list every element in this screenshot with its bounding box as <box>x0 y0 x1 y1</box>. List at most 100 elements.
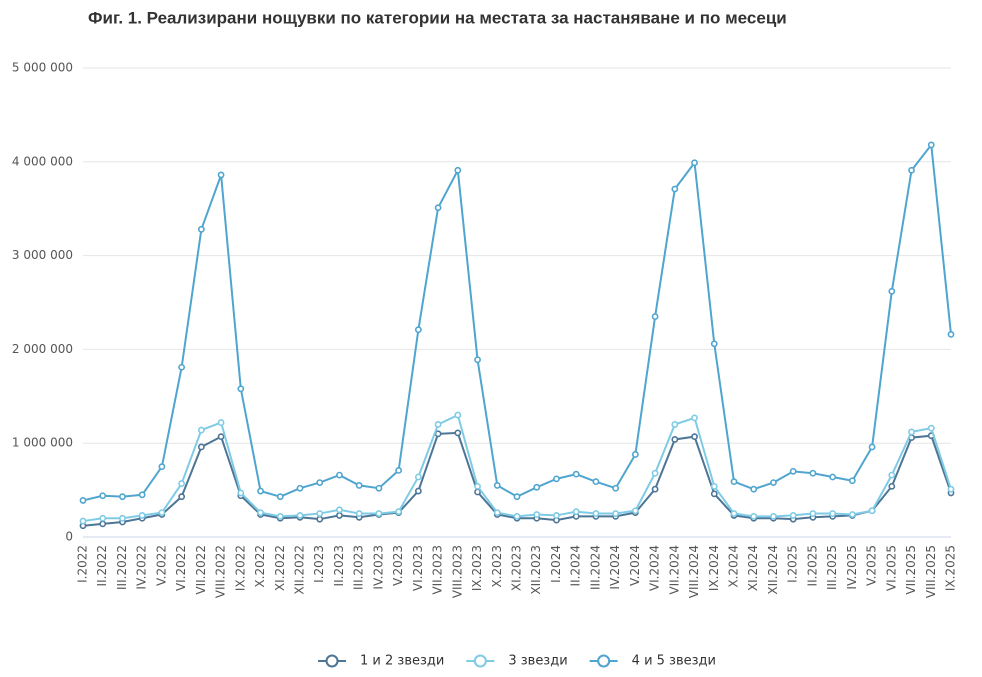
y-tick-label: 1 000 000 <box>12 436 73 450</box>
data-point <box>691 159 698 167</box>
data-point <box>474 482 481 490</box>
data-point <box>474 356 481 364</box>
data-point <box>553 512 560 519</box>
legend-marker <box>473 654 487 668</box>
data-point <box>355 482 363 489</box>
legend-label: 4 и 5 звезди <box>632 654 716 669</box>
x-tick-label: IX.2022 <box>233 545 247 591</box>
data-point <box>572 470 580 478</box>
legend-marker <box>597 654 611 668</box>
data-point <box>138 512 146 519</box>
data-point <box>257 487 264 495</box>
data-point <box>395 508 403 516</box>
x-tick-label: I.2022 <box>76 545 90 583</box>
legend-label: 1 и 2 звезди <box>360 654 444 669</box>
x-tick-label: VI.2025 <box>884 545 898 591</box>
x-tick-label: VI.2022 <box>174 545 188 591</box>
x-tick-label: XII.2022 <box>293 545 307 595</box>
data-point <box>947 330 955 338</box>
data-point <box>770 479 777 486</box>
x-tick-label: IV.2023 <box>371 545 385 590</box>
data-point <box>178 363 186 371</box>
series-line <box>82 142 952 502</box>
data-point <box>572 508 580 516</box>
data-point <box>671 185 679 193</box>
data-point <box>217 171 225 179</box>
x-tick-label: IV.2022 <box>135 545 149 590</box>
x-tick-label: X.2024 <box>727 545 741 588</box>
data-point <box>217 419 225 426</box>
data-point <box>454 411 462 419</box>
data-point <box>533 483 541 491</box>
data-point <box>296 512 304 519</box>
data-point <box>99 514 107 522</box>
data-point <box>336 512 343 519</box>
x-tick-label: VII.2022 <box>194 545 208 595</box>
data-point <box>79 497 87 504</box>
data-point <box>691 433 698 441</box>
x-tick-label: IX.2023 <box>470 545 484 591</box>
x-tick-label: VI.2024 <box>648 545 662 591</box>
data-point <box>533 511 541 518</box>
data-point <box>434 204 442 212</box>
data-point <box>592 478 600 486</box>
data-point <box>631 451 639 458</box>
data-point <box>888 471 896 479</box>
data-point <box>770 512 777 520</box>
data-point <box>336 471 343 479</box>
data-point <box>947 485 955 493</box>
x-tick-label: II.2022 <box>95 545 109 586</box>
data-point <box>671 436 679 443</box>
series-line <box>82 413 952 523</box>
data-point <box>257 509 264 517</box>
data-point <box>631 507 639 515</box>
data-point <box>750 485 758 493</box>
x-tick-label: VIII.2023 <box>450 545 464 598</box>
data-point <box>829 510 837 517</box>
x-tick-label: XII.2024 <box>766 545 780 595</box>
data-point <box>671 421 679 428</box>
data-point <box>493 482 501 489</box>
data-point <box>237 489 245 497</box>
x-tick-label: V.2025 <box>865 545 879 586</box>
data-point <box>809 469 817 477</box>
x-tick-label: IV.2024 <box>608 545 622 590</box>
data-point <box>888 287 896 295</box>
x-tick-label: VI.2023 <box>411 545 425 591</box>
data-point <box>316 515 324 523</box>
data-point <box>99 520 107 528</box>
data-point <box>691 414 698 422</box>
data-point <box>730 478 738 486</box>
data-point <box>888 482 896 490</box>
x-tick-label: XI.2024 <box>746 545 760 591</box>
data-point <box>217 433 225 441</box>
data-point <box>276 512 284 520</box>
data-point <box>848 477 856 485</box>
data-point <box>750 512 758 520</box>
data-point <box>809 510 817 517</box>
x-tick-label: III.2022 <box>115 545 129 590</box>
data-point <box>710 482 718 490</box>
x-tick-label: I.2023 <box>312 545 326 583</box>
data-point <box>908 428 915 436</box>
data-point <box>651 469 659 477</box>
legend-marker <box>325 654 339 668</box>
data-point <box>79 517 87 525</box>
x-tick-label: IV.2025 <box>845 545 859 590</box>
chart-title: Фиг. 1. Реализирани нощувки по категории… <box>88 8 787 27</box>
data-point <box>119 514 126 522</box>
data-point <box>908 166 915 174</box>
x-tick-label: I.2025 <box>786 545 800 583</box>
data-point <box>197 225 205 233</box>
x-tick-label: VIII.2025 <box>924 545 938 598</box>
x-tick-label: II.2025 <box>805 545 819 586</box>
legend-item: 4 и 5 звезди <box>589 654 716 669</box>
x-tick-label: IX.2024 <box>707 545 721 591</box>
data-point <box>710 340 718 348</box>
x-tick-label: III.2025 <box>825 545 839 590</box>
data-point <box>375 484 383 492</box>
data-point <box>395 467 403 474</box>
x-tick-label: III.2024 <box>588 545 602 590</box>
